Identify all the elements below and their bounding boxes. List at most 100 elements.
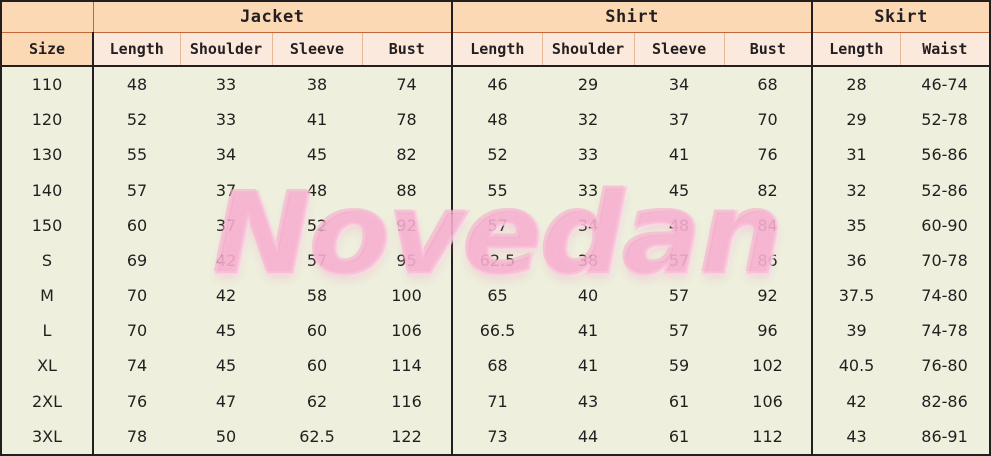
column-header-jacket-bust: Bust — [362, 32, 454, 67]
cell-shirt-length: 52 — [452, 137, 543, 173]
cell-skirt-length: 31 — [812, 137, 901, 173]
cell-jacket-sleeve: 62 — [272, 383, 362, 419]
cell-jacket-length: 57 — [93, 172, 180, 208]
cell-shirt-length: 73 — [452, 418, 543, 454]
cell-jacket-length: 74 — [93, 348, 180, 384]
cell-skirt-waist: 86-91 — [900, 418, 990, 454]
cell-shirt-shoulder: 38 — [542, 242, 635, 279]
column-header-shirt-sleeve: Sleeve — [634, 32, 725, 67]
cell-jacket-bust: 95 — [362, 242, 454, 279]
cell-shirt-length: 65 — [452, 278, 543, 314]
column-header-shirt-bust: Bust — [724, 32, 814, 67]
cell-size: 2XL — [2, 383, 94, 419]
cell-shirt-shoulder: 29 — [542, 66, 635, 103]
cell-size: S — [2, 242, 94, 279]
cell-size: L — [2, 313, 94, 349]
cell-skirt-waist: 70-78 — [900, 242, 990, 279]
group-header-shirt: Shirt — [452, 2, 814, 33]
cell-shirt-shoulder: 41 — [542, 313, 635, 349]
cell-shirt-sleeve: 57 — [634, 313, 725, 349]
cell-skirt-length: 35 — [812, 207, 901, 243]
column-header-skirt-waist: Waist — [900, 32, 990, 67]
cell-jacket-bust: 100 — [362, 278, 454, 314]
cell-jacket-sleeve: 48 — [272, 172, 362, 208]
cell-shirt-shoulder: 44 — [542, 418, 635, 454]
column-header-jacket-shoulder: Shoulder — [180, 32, 273, 67]
cell-shirt-sleeve: 37 — [634, 102, 725, 138]
table-head: Jacket Shirt Skirt Size Length Shoulder … — [2, 2, 990, 67]
cell-jacket-bust: 114 — [362, 348, 454, 384]
cell-jacket-sleeve: 38 — [272, 66, 362, 103]
cell-jacket-sleeve: 58 — [272, 278, 362, 314]
cell-skirt-length: 39 — [812, 313, 901, 349]
cell-shirt-bust: 70 — [724, 102, 814, 138]
cell-skirt-length: 43 — [812, 418, 901, 454]
table-row: L 70 45 60 106 66.5 41 57 96 39 74-78 — [2, 313, 990, 349]
cell-shirt-sleeve: 59 — [634, 348, 725, 384]
cell-skirt-length: 36 — [812, 242, 901, 279]
table-row: 150 60 37 52 92 57 34 48 84 35 60-90 — [2, 207, 990, 243]
cell-jacket-sleeve: 57 — [272, 242, 362, 279]
cell-skirt-length: 28 — [812, 66, 901, 103]
cell-shirt-shoulder: 43 — [542, 383, 635, 419]
group-header-blank — [2, 2, 94, 33]
cell-jacket-shoulder: 42 — [180, 242, 272, 279]
cell-shirt-length: 71 — [452, 383, 543, 419]
cell-shirt-length: 55 — [452, 172, 543, 208]
cell-shirt-bust: 106 — [724, 383, 814, 419]
cell-jacket-sleeve: 60 — [272, 348, 362, 384]
cell-jacket-length: 70 — [93, 278, 180, 314]
cell-jacket-bust: 82 — [362, 137, 454, 173]
cell-skirt-waist: 82-86 — [900, 383, 990, 419]
cell-jacket-shoulder: 45 — [180, 348, 272, 384]
table-row: M 70 42 58 100 65 40 57 92 37.5 74-80 — [2, 278, 990, 314]
cell-jacket-bust: 116 — [362, 383, 454, 419]
cell-shirt-sleeve: 34 — [634, 66, 725, 103]
cell-skirt-waist: 60-90 — [900, 207, 990, 243]
cell-skirt-waist: 56-86 — [900, 137, 990, 173]
cell-shirt-length: 46 — [452, 66, 543, 103]
table-row: 140 57 37 48 88 55 33 45 82 32 52-86 — [2, 172, 990, 208]
cell-shirt-shoulder: 34 — [542, 207, 635, 243]
cell-shirt-sleeve: 61 — [634, 418, 725, 454]
cell-shirt-bust: 82 — [724, 172, 814, 208]
table-row: 130 55 34 45 82 52 33 41 76 31 56-86 — [2, 137, 990, 173]
cell-jacket-length: 52 — [93, 102, 180, 138]
cell-jacket-shoulder: 37 — [180, 207, 272, 243]
group-header-jacket: Jacket — [93, 2, 454, 33]
cell-skirt-length: 29 — [812, 102, 901, 138]
cell-size: 120 — [2, 102, 94, 138]
cell-jacket-bust: 106 — [362, 313, 454, 349]
cell-shirt-sleeve: 57 — [634, 278, 725, 314]
cell-skirt-length: 32 — [812, 172, 901, 208]
cell-jacket-bust: 122 — [362, 418, 454, 454]
cell-skirt-waist: 74-80 — [900, 278, 990, 314]
cell-jacket-bust: 92 — [362, 207, 454, 243]
cell-skirt-waist: 46-74 — [900, 66, 990, 103]
cell-jacket-length: 76 — [93, 383, 180, 419]
cell-shirt-shoulder: 40 — [542, 278, 635, 314]
cell-size: 110 — [2, 66, 94, 103]
cell-shirt-length: 57 — [452, 207, 543, 243]
cell-jacket-sleeve: 52 — [272, 207, 362, 243]
cell-shirt-bust: 102 — [724, 348, 814, 384]
cell-size: 150 — [2, 207, 94, 243]
cell-jacket-shoulder: 45 — [180, 313, 272, 349]
cell-jacket-length: 70 — [93, 313, 180, 349]
cell-shirt-length: 62.5 — [452, 242, 543, 279]
cell-shirt-sleeve: 61 — [634, 383, 725, 419]
cell-jacket-sleeve: 60 — [272, 313, 362, 349]
cell-size: XL — [2, 348, 94, 384]
column-header-row: Size Length Shoulder Sleeve Bust Length … — [2, 32, 990, 67]
cell-jacket-length: 78 — [93, 418, 180, 454]
column-header-size: Size — [2, 32, 94, 67]
cell-jacket-bust: 74 — [362, 66, 454, 103]
cell-jacket-length: 48 — [93, 66, 180, 103]
cell-shirt-bust: 84 — [724, 207, 814, 243]
table-row: 110 48 33 38 74 46 29 34 68 28 46-74 — [2, 66, 990, 103]
cell-jacket-shoulder: 33 — [180, 66, 272, 103]
cell-skirt-length: 42 — [812, 383, 901, 419]
cell-shirt-length: 68 — [452, 348, 543, 384]
